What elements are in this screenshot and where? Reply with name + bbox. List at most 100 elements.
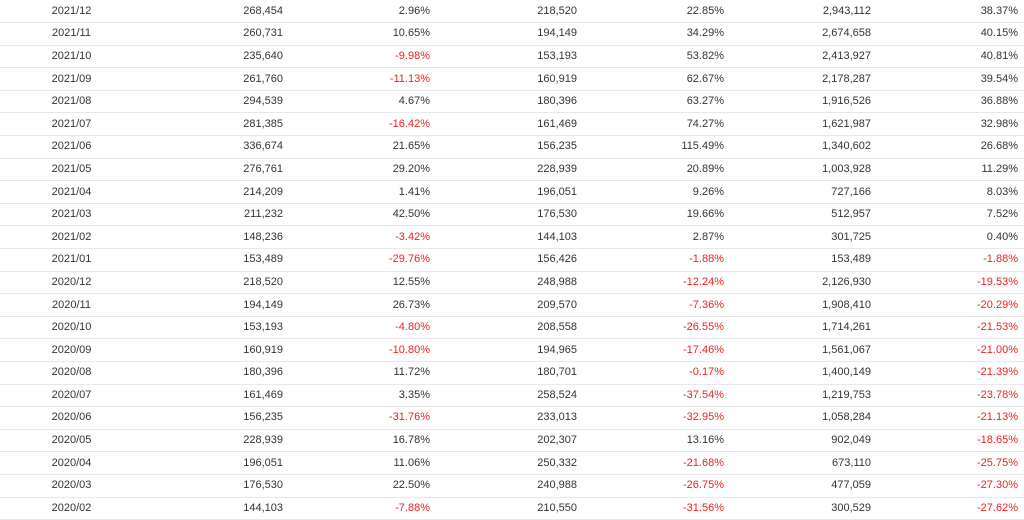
change-a-cell: 12.55%	[286, 271, 433, 295]
value-b-cell: 228,939	[433, 158, 580, 182]
table-row: 2020/08 180,396 11.72% 180,701 -0.17% 1,400,1…	[0, 361, 1024, 385]
cumulative-cell: 727,166	[727, 180, 874, 204]
cumulative-cell: 1,003,928	[727, 158, 874, 182]
cumulative-change-cell: -21.00%	[874, 338, 1024, 362]
cumulative-change-cell: -21.13%	[874, 406, 1024, 430]
table-row: 2020/05 228,939 16.78% 202,307 13.16% 902,049…	[0, 429, 1024, 453]
change-a-cell: -10.80%	[286, 338, 433, 362]
value-b-cell: 210,550	[433, 497, 580, 520]
cumulative-cell: 902,049	[727, 429, 874, 453]
change-a-cell: 1.41%	[286, 180, 433, 204]
cumulative-change-cell: 11.29%	[874, 158, 1024, 182]
cumulative-cell: 1,916,526	[727, 90, 874, 114]
cumulative-cell: 1,621,987	[727, 112, 874, 137]
month-cell: 2021/09	[0, 67, 143, 91]
change-b-cell: 115.49%	[580, 135, 727, 159]
value-a-cell: 336,674	[143, 135, 286, 159]
cumulative-cell: 2,674,658	[727, 22, 874, 46]
cumulative-cell: 1,340,602	[727, 135, 874, 159]
cumulative-cell: 2,413,927	[727, 45, 874, 69]
cumulative-change-cell: -21.53%	[874, 316, 1024, 340]
month-cell: 2021/05	[0, 158, 143, 182]
cumulative-change-cell: -18.65%	[874, 429, 1024, 453]
month-cell: 2021/02	[0, 225, 143, 250]
table-row: 2021/12 268,454 2.96% 218,520 22.85% 2,943,11…	[0, 0, 1024, 24]
month-cell: 2021/08	[0, 90, 143, 114]
cumulative-change-cell: 40.15%	[874, 22, 1024, 46]
value-b-cell: 176,530	[433, 203, 580, 227]
value-a-cell: 261,760	[143, 67, 286, 91]
value-b-cell: 202,307	[433, 429, 580, 453]
value-a-cell: 153,489	[143, 248, 286, 272]
value-a-cell: 156,235	[143, 406, 286, 430]
value-a-cell: 161,469	[143, 384, 286, 408]
table-row: 2020/02 144,103 -7.88% 210,550 -31.56% 300,52…	[0, 497, 1024, 520]
cumulative-cell: 301,725	[727, 225, 874, 250]
value-b-cell: 180,701	[433, 361, 580, 385]
cumulative-change-cell: 7.52%	[874, 203, 1024, 227]
change-a-cell: 42.50%	[286, 203, 433, 227]
change-b-cell: 9.26%	[580, 180, 727, 204]
table-row: 2021/02 148,236 -3.42% 144,103 2.87% 301,725 0…	[0, 225, 1024, 250]
change-a-cell: 16.78%	[286, 429, 433, 453]
month-cell: 2020/09	[0, 338, 143, 362]
value-a-cell: 196,051	[143, 451, 286, 475]
cumulative-cell: 1,908,410	[727, 293, 874, 317]
month-cell: 2020/07	[0, 384, 143, 408]
cumulative-change-cell: -21.39%	[874, 361, 1024, 385]
change-a-cell: 22.50%	[286, 474, 433, 498]
change-a-cell: -11.13%	[286, 67, 433, 91]
table-row: 2021/09 261,760 -11.13% 160,919 62.67% 2,178,…	[0, 67, 1024, 91]
change-b-cell: -26.55%	[580, 316, 727, 340]
change-a-cell: 11.72%	[286, 361, 433, 385]
change-b-cell: 53.82%	[580, 45, 727, 69]
value-a-cell: 218,520	[143, 271, 286, 295]
cumulative-cell: 477,059	[727, 474, 874, 498]
value-a-cell: 268,454	[143, 0, 286, 24]
table-row: 2020/04 196,051 11.06% 250,332 -21.68% 673,11…	[0, 451, 1024, 475]
change-a-cell: 10.65%	[286, 22, 433, 46]
cumulative-cell: 1,400,149	[727, 361, 874, 385]
change-b-cell: 62.67%	[580, 67, 727, 91]
change-a-cell: 29.20%	[286, 158, 433, 182]
value-b-cell: 160,919	[433, 67, 580, 91]
cumulative-change-cell: -1.88%	[874, 248, 1024, 272]
cumulative-change-cell: 39.54%	[874, 67, 1024, 91]
cumulative-cell: 1,561,067	[727, 338, 874, 362]
table-row: 2021/04 214,209 1.41% 196,051 9.26% 727,166 8.…	[0, 180, 1024, 204]
cumulative-change-cell: -19.53%	[874, 271, 1024, 295]
month-cell: 2020/05	[0, 429, 143, 453]
value-a-cell: 160,919	[143, 338, 286, 362]
value-b-cell: 218,520	[433, 0, 580, 24]
month-cell: 2020/04	[0, 451, 143, 475]
change-b-cell: -7.36%	[580, 293, 727, 317]
change-b-cell: -12.24%	[580, 271, 727, 295]
cumulative-cell: 2,943,112	[727, 0, 874, 24]
cumulative-change-cell: -25.75%	[874, 451, 1024, 475]
table-row: 2020/10 153,193 -4.80% 208,558 -26.55% 1,714,…	[0, 316, 1024, 340]
change-b-cell: -17.46%	[580, 338, 727, 362]
value-a-cell: 235,640	[143, 45, 286, 69]
month-cell: 2021/06	[0, 135, 143, 159]
table-row: 2021/10 235,640 -9.98% 153,193 53.82% 2,413,9…	[0, 45, 1024, 69]
value-b-cell: 156,426	[433, 248, 580, 272]
cumulative-cell: 153,489	[727, 248, 874, 272]
table-row: 2021/07 281,385 -16.42% 161,469 74.27% 1,621,…	[0, 112, 1024, 137]
change-a-cell: -16.42%	[286, 112, 433, 137]
cumulative-change-cell: 0.40%	[874, 225, 1024, 250]
change-b-cell: -21.68%	[580, 451, 727, 475]
change-a-cell: 11.06%	[286, 451, 433, 475]
month-cell: 2021/07	[0, 112, 143, 137]
cumulative-change-cell: -27.30%	[874, 474, 1024, 498]
month-cell: 2021/10	[0, 45, 143, 69]
change-b-cell: 19.66%	[580, 203, 727, 227]
change-a-cell: -4.80%	[286, 316, 433, 340]
value-a-cell: 228,939	[143, 429, 286, 453]
change-b-cell: 22.85%	[580, 0, 727, 24]
value-a-cell: 194,149	[143, 293, 286, 317]
change-a-cell: 3.35%	[286, 384, 433, 408]
change-a-cell: -29.76%	[286, 248, 433, 272]
change-b-cell: -37.54%	[580, 384, 727, 408]
value-b-cell: 194,965	[433, 338, 580, 362]
